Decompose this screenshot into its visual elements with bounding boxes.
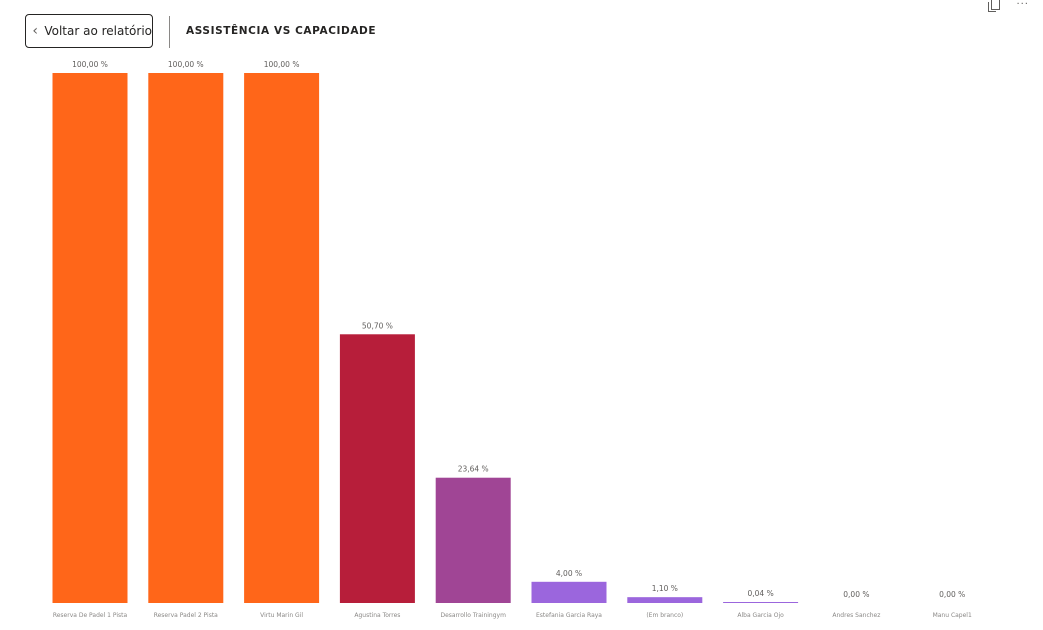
data-label-9: 0,00 %	[939, 590, 965, 599]
back-button-label: Voltar ao relatório	[44, 24, 152, 38]
data-label-4: 23,64 %	[458, 465, 489, 474]
page-title: ASSISTÊNCIA VS CAPACIDADE	[186, 25, 377, 37]
data-label-6: 1,10 %	[652, 584, 678, 593]
bar-3[interactable]	[339, 334, 415, 603]
bar-6[interactable]	[627, 597, 703, 603]
category-label-2: Virtu Marin Gil	[260, 612, 303, 619]
data-label-0: 100,00 %	[72, 60, 108, 69]
data-label-7: 0,04 %	[747, 589, 773, 598]
category-label-9: Manu Capel1	[933, 612, 972, 619]
category-label-4: Desarrollo Trainingym	[440, 612, 506, 619]
data-label-1: 100,00 %	[168, 60, 204, 69]
copy-icon[interactable]	[988, 0, 1001, 13]
category-label-5: Estefania Garcia Raya	[536, 612, 602, 619]
data-label-8: 0,00 %	[843, 590, 869, 599]
visual-header-icons: ···	[988, 0, 1029, 13]
bar-0[interactable]	[52, 73, 128, 603]
data-label-5: 4,00 %	[556, 569, 582, 578]
bar-5[interactable]	[531, 581, 607, 603]
category-label-0: Reserva De Padel 1 Pista	[53, 612, 128, 619]
chevron-left-icon: ‹	[32, 23, 38, 39]
category-label-7: Alba Garcia Ojo	[737, 612, 784, 619]
data-label-2: 100,00 %	[264, 60, 300, 69]
category-label-6: (Em branco)	[646, 612, 683, 619]
category-label-3: Agustina Torres	[354, 612, 400, 619]
category-label-8: Andres Sanchez	[832, 612, 880, 619]
bar-4[interactable]	[435, 477, 511, 603]
back-to-report-button[interactable]: ‹ Voltar ao relatório	[25, 14, 153, 48]
header-divider	[169, 16, 170, 48]
more-options-icon[interactable]: ···	[1016, 0, 1029, 10]
bar-7[interactable]	[723, 602, 799, 603]
bar-1[interactable]	[148, 73, 224, 603]
data-label-3: 50,70 %	[362, 321, 393, 330]
category-label-1: Reserva Padel 2 Pista	[154, 612, 218, 619]
bar-2[interactable]	[244, 73, 320, 603]
